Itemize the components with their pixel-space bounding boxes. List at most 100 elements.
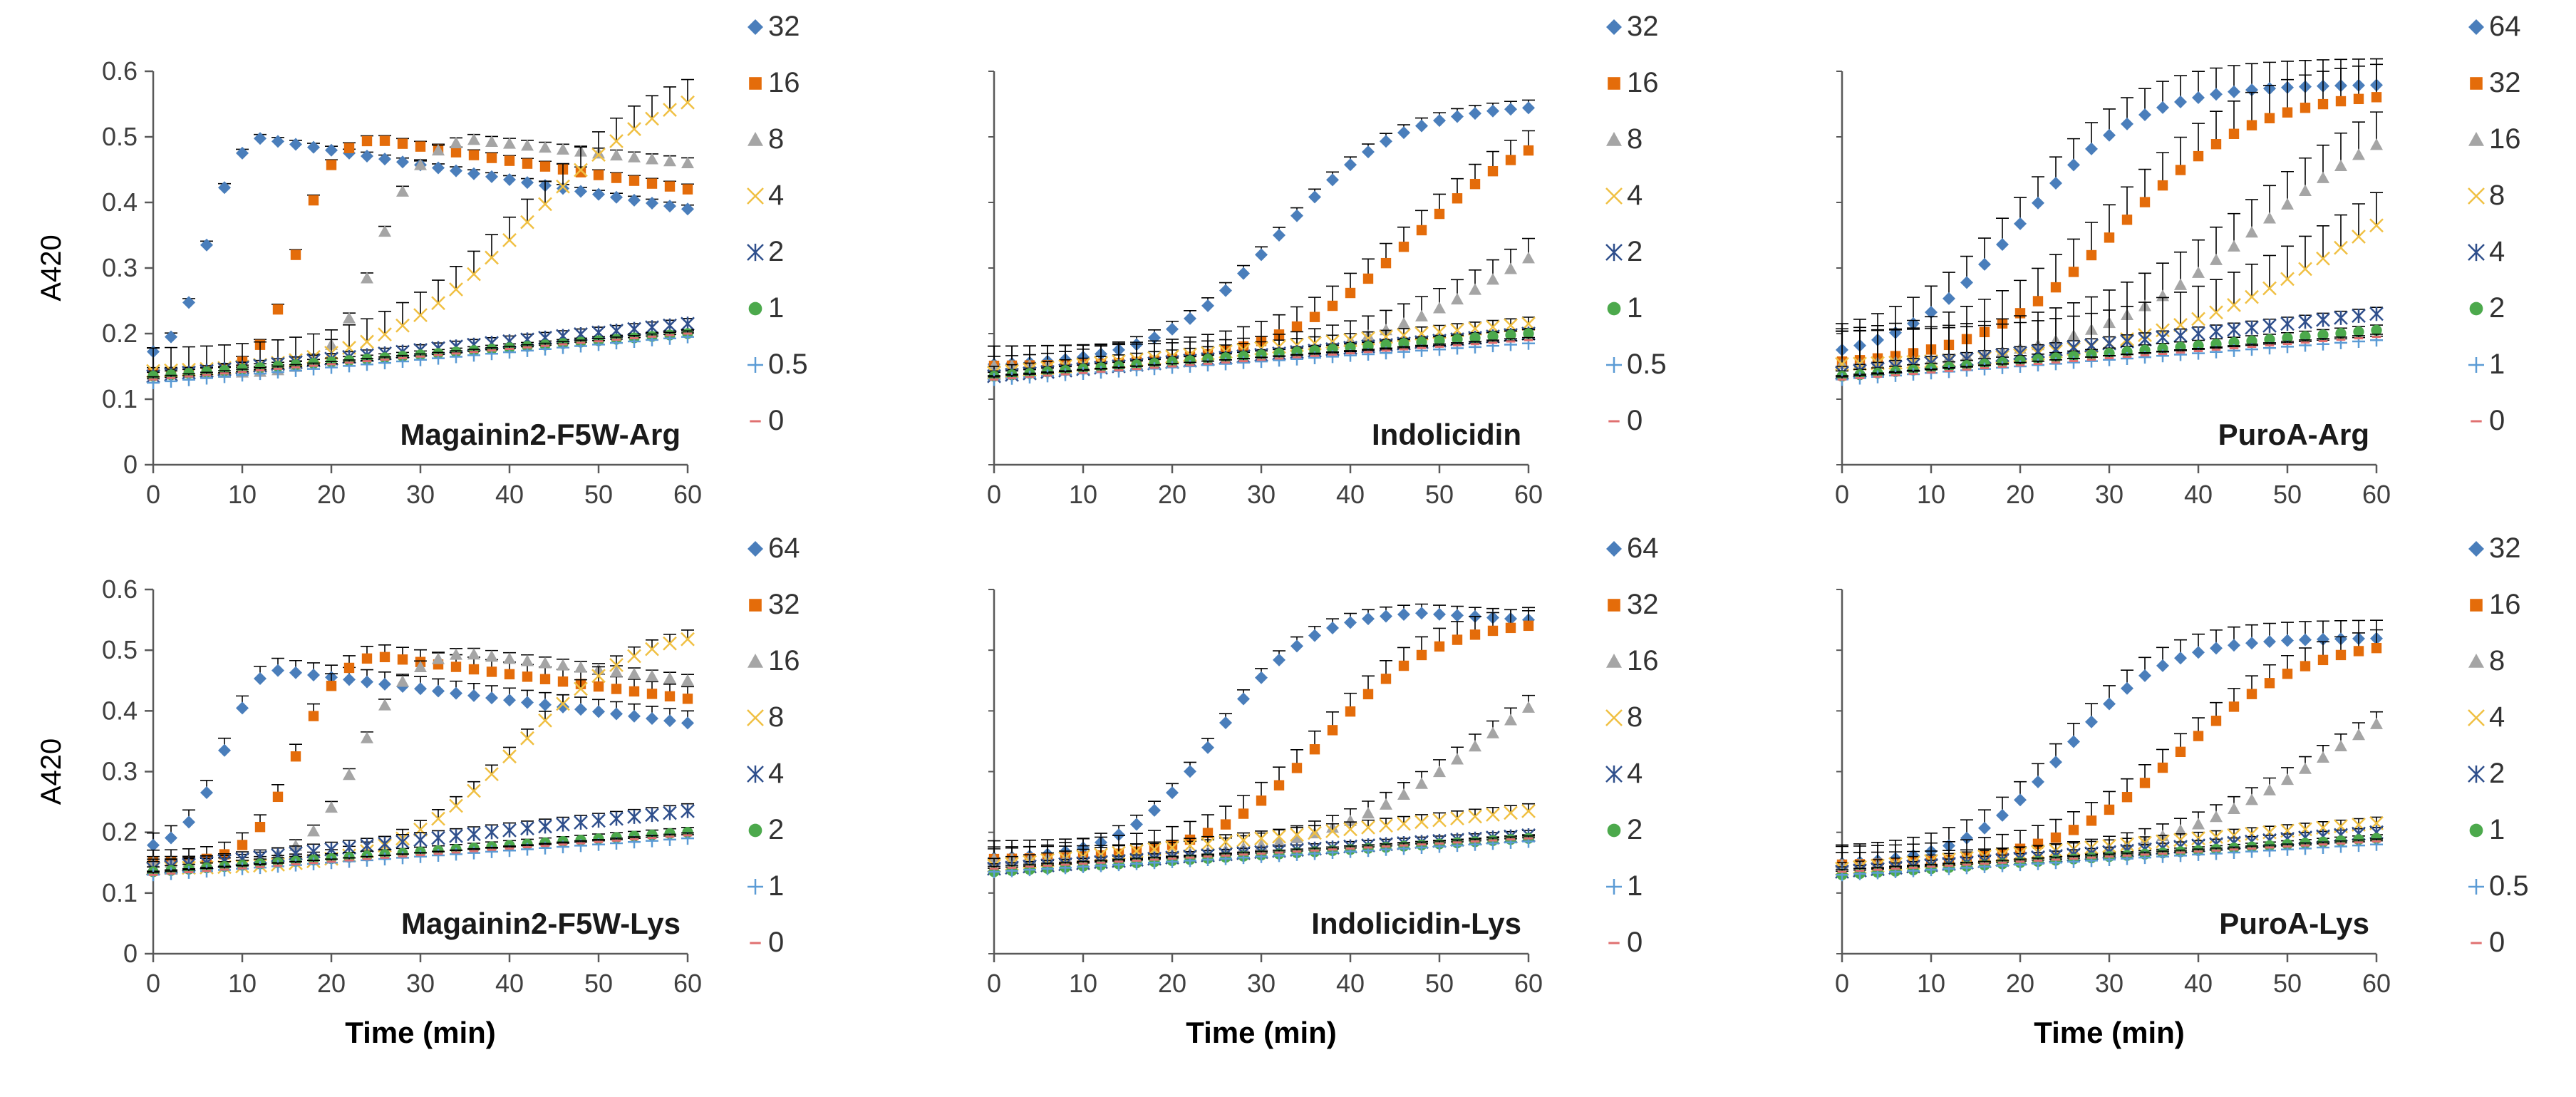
data-point bbox=[326, 681, 337, 691]
data-point bbox=[2157, 180, 2168, 191]
data-point bbox=[627, 122, 641, 136]
data-point bbox=[449, 282, 463, 297]
data-point bbox=[182, 815, 195, 829]
data-point bbox=[1487, 165, 1499, 177]
data-point bbox=[2352, 230, 2366, 244]
data-point bbox=[326, 160, 337, 170]
data-point bbox=[395, 835, 410, 849]
data-point bbox=[360, 334, 374, 349]
data-point bbox=[1996, 238, 2009, 252]
data-point bbox=[2103, 128, 2116, 142]
data-point bbox=[538, 197, 552, 212]
data-point bbox=[1380, 324, 1392, 336]
data-point bbox=[290, 751, 301, 762]
legend-label: 32 bbox=[1627, 589, 1659, 620]
data-point bbox=[1523, 328, 1534, 339]
data-point bbox=[485, 691, 498, 705]
data-point bbox=[467, 167, 480, 180]
data-point bbox=[218, 181, 231, 195]
data-point bbox=[1236, 833, 1251, 848]
data-point bbox=[503, 694, 516, 707]
data-point bbox=[1397, 316, 1410, 329]
data-point bbox=[557, 182, 569, 195]
data-point bbox=[396, 675, 409, 687]
data-point bbox=[413, 308, 428, 323]
legend-marker bbox=[749, 77, 762, 90]
legend: 32 16 8 4 2 1 0.5 0 bbox=[2468, 532, 2529, 958]
legend-marker bbox=[1606, 357, 1622, 373]
x-tick-label: 60 bbox=[673, 969, 702, 998]
data-point bbox=[485, 250, 499, 265]
y-tick-label: 0.6 bbox=[102, 56, 138, 86]
data-point bbox=[2068, 267, 2079, 277]
data-point bbox=[2032, 296, 2044, 307]
data-point bbox=[343, 143, 355, 153]
data-point bbox=[2352, 728, 2365, 741]
data-point bbox=[2245, 320, 2259, 335]
data-point bbox=[2281, 197, 2294, 210]
panel-title: Indolicidin bbox=[1372, 418, 1521, 451]
data-point bbox=[503, 137, 516, 149]
data-point bbox=[1434, 335, 1445, 346]
chart-panel: 0 10 20 30 40 50 60 Indolicidin 32 16 8 4 2 1 0.5 0 bbox=[987, 11, 1667, 509]
data-point bbox=[1486, 104, 1499, 118]
legend-label: 2 bbox=[1627, 236, 1643, 267]
legend-marker bbox=[1605, 709, 1623, 726]
data-point bbox=[2174, 824, 2187, 836]
legend-label: 8 bbox=[2489, 645, 2505, 676]
data-point bbox=[1380, 674, 1392, 684]
data-point bbox=[2317, 171, 2329, 183]
data-point bbox=[2263, 783, 2276, 795]
data-point bbox=[1415, 777, 1428, 789]
x-tick-label: 50 bbox=[1425, 480, 1454, 509]
data-point bbox=[646, 711, 658, 725]
legend-label: 64 bbox=[2489, 11, 2521, 42]
legend-marker bbox=[2470, 77, 2483, 90]
data-point bbox=[414, 660, 427, 673]
data-point bbox=[557, 143, 569, 155]
data-point bbox=[2246, 689, 2257, 699]
data-point bbox=[2299, 762, 2312, 774]
y-tick-label: 0.2 bbox=[102, 319, 138, 348]
data-point bbox=[663, 714, 676, 728]
data-point bbox=[343, 768, 356, 781]
x-tick-label: 40 bbox=[2184, 480, 2213, 509]
data-point bbox=[2209, 324, 2223, 339]
data-point bbox=[520, 731, 534, 746]
data-point bbox=[521, 139, 534, 151]
data-point bbox=[254, 132, 267, 145]
data-point bbox=[663, 103, 677, 117]
data-point bbox=[378, 836, 392, 851]
y-axis-label: A420 bbox=[36, 235, 67, 301]
data-point bbox=[1309, 744, 1320, 755]
x-tick-label: 50 bbox=[1425, 969, 1454, 998]
data-point bbox=[485, 170, 498, 183]
x-tick-label: 10 bbox=[228, 480, 257, 509]
data-point bbox=[556, 179, 570, 194]
x-tick-label: 30 bbox=[2095, 480, 2124, 509]
data-point bbox=[200, 786, 213, 799]
data-point bbox=[2032, 196, 2044, 210]
x-tick-label: 10 bbox=[1917, 480, 1945, 509]
data-point bbox=[2264, 113, 2275, 123]
data-point bbox=[2370, 717, 2383, 729]
x-tick-label: 40 bbox=[495, 480, 524, 509]
data-point bbox=[485, 135, 498, 147]
data-point bbox=[2334, 739, 2347, 752]
data-point bbox=[1255, 671, 1268, 684]
data-point bbox=[271, 135, 284, 148]
data-point bbox=[539, 674, 551, 684]
legend-label: 1 bbox=[1627, 870, 1643, 902]
legend-label: 1 bbox=[2489, 814, 2505, 845]
data-point bbox=[502, 232, 517, 247]
data-point bbox=[1415, 309, 1428, 321]
data-point bbox=[627, 649, 641, 664]
legend-label: 4 bbox=[2489, 701, 2505, 733]
data-point bbox=[1504, 103, 1517, 116]
legend-label: 0 bbox=[1627, 927, 1643, 958]
y-tick-label: 0 bbox=[123, 939, 138, 968]
data-point bbox=[2138, 332, 2152, 347]
data-point bbox=[2245, 289, 2259, 304]
data-point bbox=[236, 146, 249, 160]
